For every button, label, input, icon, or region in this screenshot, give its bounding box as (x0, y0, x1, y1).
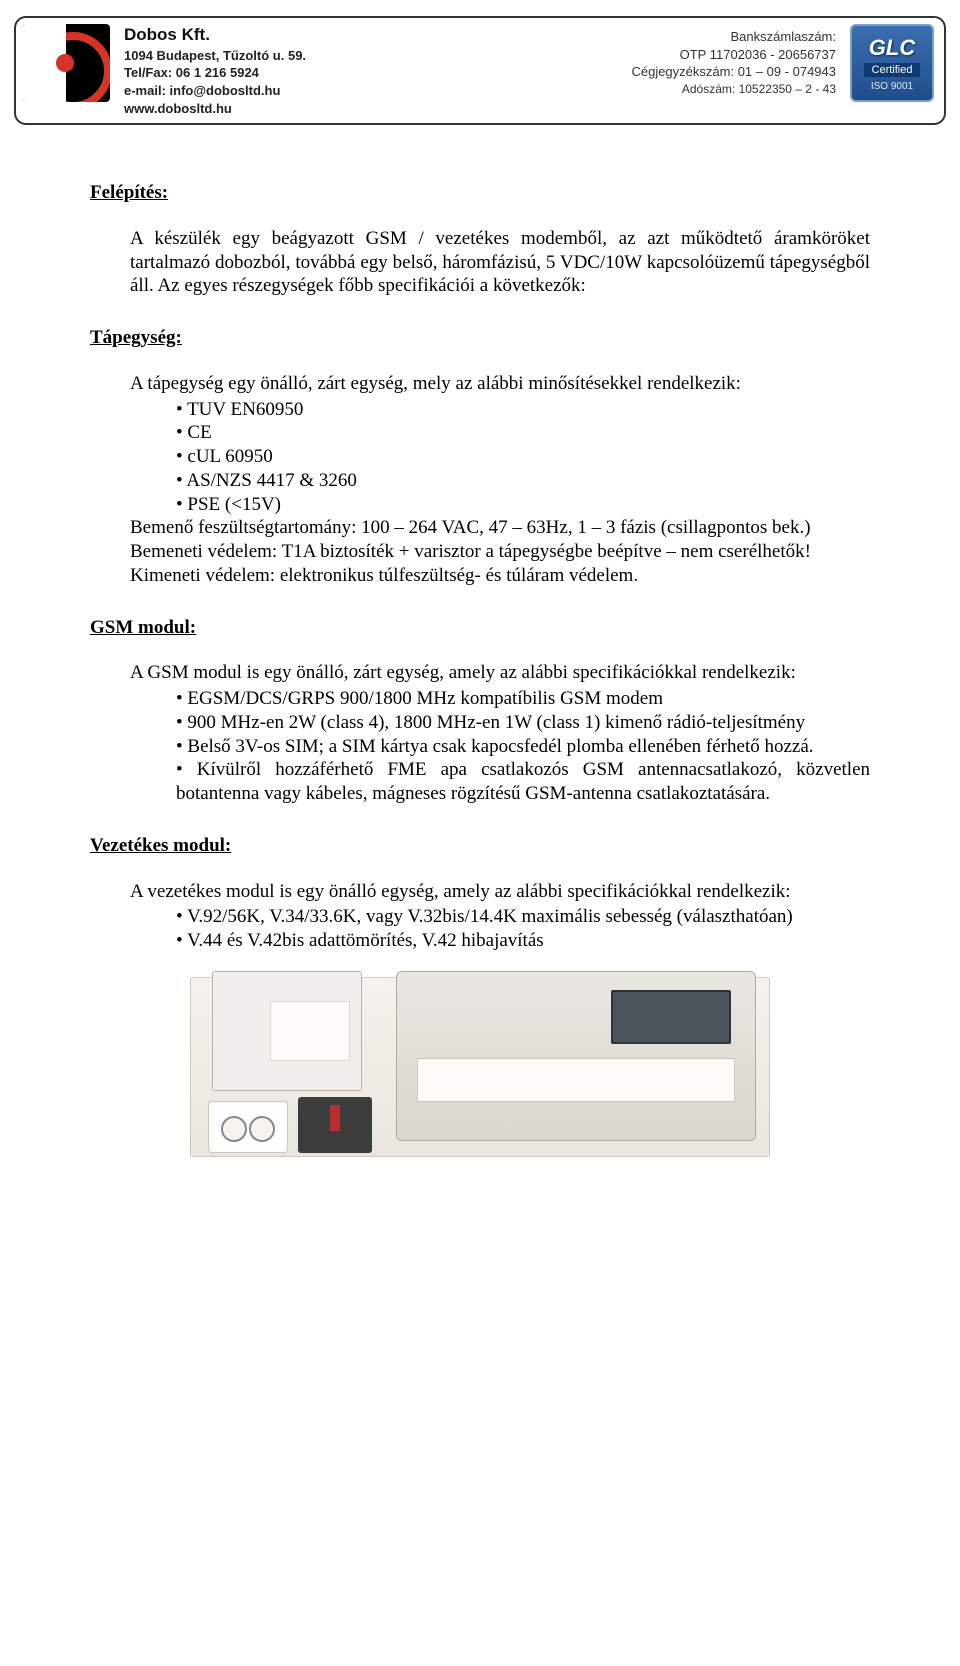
heading-gsm: GSM modul: (90, 616, 870, 640)
list-item: TUV EN60950 (176, 398, 870, 422)
cert-brand: GLC (869, 35, 915, 61)
cert-text: Certified (864, 63, 921, 77)
regno-label: Cégjegyzékszám: (631, 64, 737, 79)
list-item: cUL 60950 (176, 445, 870, 469)
para-felepites: A készülék egy beágyazott GSM / vezetéke… (90, 227, 870, 298)
tap-line2: Bemeneti védelem: T1A biztosíték + varis… (90, 540, 870, 564)
intro-vezetekes: A vezetékes modul is egy önálló egység, … (90, 880, 870, 904)
heading-vezetekes: Vezetékes modul: (90, 834, 870, 858)
heading-felepites: Felépítés: (90, 181, 870, 205)
cert-iso: ISO 9001 (871, 81, 913, 92)
intro-tapegyseg: A tápegység egy önálló, zárt egység, mel… (90, 372, 870, 396)
document-body: Felépítés: A készülék egy beágyazott GSM… (0, 125, 960, 1201)
registration-info: Bankszámlaszám: OTP 11702036 - 20656737 … (631, 24, 836, 117)
bullets-gsm: EGSM/DCS/GRPS 900/1800 MHz kompatíbilis … (90, 687, 870, 806)
telfax-number: 06 1 216 5924 (176, 65, 259, 80)
list-item: PSE (<15V) (176, 493, 870, 517)
company-logo (22, 24, 110, 102)
bullets-tapegyseg: TUV EN60950 CE cUL 60950 AS/NZS 4417 & 3… (90, 398, 870, 517)
list-item: AS/NZS 4417 & 3260 (176, 469, 870, 493)
list-item: Belső 3V-os SIM; a SIM kártya csak kapoc… (176, 735, 870, 759)
company-address: 1094 Budapest, Tűzoltó u. 59. (124, 48, 306, 63)
bank-label: Bankszámlaszám: (631, 28, 836, 46)
website: www.dobosltd.hu (124, 101, 232, 116)
company-name: Dobos Kft. (124, 24, 306, 47)
list-item: Kívülről hozzáférhető FME apa csatlakozó… (176, 758, 870, 806)
letterhead: Dobos Kft. 1094 Budapest, Tűzoltó u. 59.… (14, 16, 946, 125)
telfax-label: Tel/Fax: (124, 65, 176, 80)
device-photo (190, 971, 770, 1161)
list-item: V.44 és V.42bis adattömörítés, V.42 hiba… (176, 929, 870, 953)
company-info: Dobos Kft. 1094 Budapest, Tűzoltó u. 59.… (124, 24, 306, 117)
taxno-label: Adószám: (682, 82, 739, 96)
heading-tapegyseg: Tápegység: (90, 326, 870, 350)
taxno: 10522350 – 2 - 43 (739, 82, 836, 96)
intro-gsm: A GSM modul is egy önálló, zárt egység, … (90, 661, 870, 685)
email-label: e-mail: (124, 83, 170, 98)
bullets-vezetekes: V.92/56K, V.34/33.6K, vagy V.32bis/14.4K… (90, 905, 870, 953)
tap-line1: Bemenő feszültségtartomány: 100 – 264 VA… (90, 516, 870, 540)
certification-badge: GLC Certified ISO 9001 (850, 24, 934, 102)
tap-line3: Kimeneti védelem: elektronikus túlfeszül… (90, 564, 870, 588)
list-item: V.92/56K, V.34/33.6K, vagy V.32bis/14.4K… (176, 905, 870, 929)
regno: 01 – 09 - 074943 (738, 64, 836, 79)
list-item: EGSM/DCS/GRPS 900/1800 MHz kompatíbilis … (176, 687, 870, 711)
list-item: 900 MHz-en 2W (class 4), 1800 MHz-en 1W … (176, 711, 870, 735)
bank-account: OTP 11702036 - 20656737 (631, 46, 836, 64)
email-address: info@dobosltd.hu (170, 83, 281, 98)
list-item: CE (176, 421, 870, 445)
